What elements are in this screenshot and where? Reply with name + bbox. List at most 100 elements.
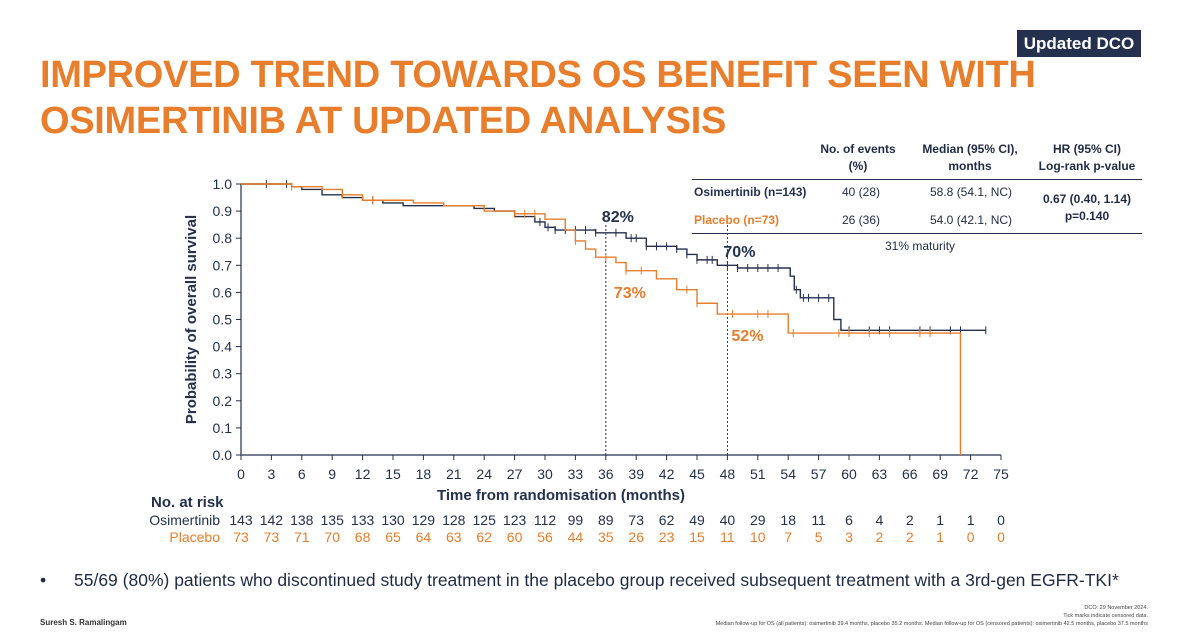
osimertinib-36-month-label: 82%	[602, 209, 634, 226]
x-tick-label: 42	[659, 466, 675, 482]
x-tick-label: 18	[416, 466, 432, 482]
maturity-note: 31% maturity	[885, 239, 956, 253]
y-tick-label: 0.9	[213, 203, 233, 219]
placebo-48-month-label: 52%	[731, 328, 763, 345]
at-risk-placebo-value: 3	[845, 529, 853, 545]
x-tick-label: 48	[720, 466, 736, 482]
x-tick-label: 75	[993, 466, 1009, 482]
at-risk-title: No. at risk	[151, 494, 224, 511]
y-tick-label: 0.2	[213, 393, 233, 409]
stats-median-placebo: 54.0 (42.1, NC)	[930, 213, 1013, 227]
footnote-bullet: • 55/69 (80%) patients who discontinued s…	[40, 570, 1119, 591]
at-risk-placebo-value: 15	[689, 529, 705, 545]
at-risk-placebo-value: 73	[264, 529, 280, 545]
x-tick-label: 51	[750, 466, 766, 482]
x-tick-label: 63	[872, 466, 888, 482]
at-risk-osimertinib-value: 135	[321, 512, 345, 528]
at-risk-placebo-value: 63	[446, 529, 462, 545]
events-header-line-2: (%)	[848, 159, 868, 173]
footnote-follow-up: Median follow-up for OS (all patients): …	[715, 621, 1148, 627]
x-tick-label: 60	[841, 466, 857, 482]
at-risk-osimertinib-value: 73	[628, 512, 644, 528]
p-value: p=0.140	[1064, 209, 1110, 223]
at-risk-placebo-value: 68	[355, 529, 371, 545]
median-header-line-2: months	[948, 159, 992, 173]
at-risk-osimertinib-value: 1	[936, 512, 944, 528]
at-risk-placebo-value: 62	[476, 529, 492, 545]
chart-curves	[241, 180, 987, 455]
stats-row-placebo: Placebo (n=73) 26 (36) 54.0 (42.1, NC)	[692, 213, 1142, 233]
at-risk-placebo-value: 2	[876, 529, 884, 545]
at-risk-placebo-value: 65	[385, 529, 401, 545]
x-tick-label: 12	[355, 466, 371, 482]
footnote-tick-marks: Tick marks indicate censored data.	[1063, 613, 1148, 619]
median-header-line-1: Median (95% CI),	[922, 142, 1018, 156]
x-tick-label: 6	[298, 466, 306, 482]
at-risk-placebo-value: 23	[659, 529, 675, 545]
y-tick-label: 0.8	[213, 230, 233, 246]
x-tick-label: 66	[902, 466, 918, 482]
stats-events-placebo: 26 (36)	[842, 213, 881, 227]
footnotes: DCO: 29 November 2024. Tick marks indica…	[716, 604, 1148, 628]
at-risk-placebo-value: 5	[815, 529, 823, 545]
chart-axes: 0 3 6 9 12 15 18 21 24 27 30 33 36 39 42 45 48 51 54 57 60 63…	[183, 176, 1009, 504]
at-risk-osimertinib-value: 62	[659, 512, 675, 528]
at-risk-osimertinib-value: 1	[967, 512, 975, 528]
x-tick-label: 69	[932, 466, 948, 482]
at-risk-osimertinib-value: 49	[689, 512, 705, 528]
at-risk-osimertinib-value: 138	[290, 512, 314, 528]
events-header-line-1: No. of events	[820, 142, 896, 156]
y-tick-label: 0.4	[213, 339, 233, 355]
hr-header: HR (95% CI) Log-rank p-value	[1028, 141, 1146, 175]
x-tick-label: 36	[598, 466, 614, 482]
hr-header-line-1: HR (95% CI)	[1052, 142, 1121, 156]
at-risk-osimertinib-value: 2	[906, 512, 914, 528]
at-risk-osimertinib-value: 133	[351, 512, 375, 528]
x-axis-title: Time from randomisation (months)	[437, 487, 685, 504]
x-tick-label: 39	[628, 466, 644, 482]
y-tick-label: 1.0	[213, 176, 233, 192]
x-tick-label: 24	[476, 466, 492, 482]
median-header: Median (95% CI), months	[910, 141, 1030, 175]
at-risk-osimertinib-value: 129	[412, 512, 436, 528]
at-risk-osimertinib-value: 142	[260, 512, 284, 528]
stats-table-top-rule	[692, 179, 1142, 180]
at-risk-osimertinib-value: 0	[997, 512, 1005, 528]
at-risk-placebo-value: 64	[416, 529, 432, 545]
at-risk-placebo-value: 44	[568, 529, 584, 545]
at-risk-placebo-value: 70	[324, 529, 340, 545]
at-risk-placebo-value: 60	[507, 529, 523, 545]
slide-title: IMPROVED TREND TOWARDS OS BENEFIT SEEN W…	[40, 52, 1036, 144]
hr-header-line-2: Log-rank p-value	[1038, 159, 1136, 173]
y-axis-title: Probability of overall survival	[183, 215, 200, 424]
at-risk-osimertinib-value: 18	[780, 512, 796, 528]
y-tick-label: 0.5	[213, 312, 233, 328]
at-risk-osimertinib-value: 143	[229, 512, 253, 528]
at-risk-placebo-value: 73	[233, 529, 249, 545]
x-tick-label: 9	[328, 466, 336, 482]
stats-arm-placebo: Placebo (n=73)	[694, 213, 780, 227]
at-risk-osimertinib-value: 4	[876, 512, 884, 528]
updated-dco-badge: Updated DCO	[1017, 30, 1141, 57]
stats-row-osimertinib: Osimertinib (n=143) 40 (28) 58.8 (54.1, …	[692, 185, 1142, 205]
at-risk-osimertinib-value: 40	[720, 512, 736, 528]
y-tick-label: 0.1	[213, 420, 233, 436]
y-tick-label: 0.7	[213, 257, 233, 273]
x-tick-label: 30	[537, 466, 553, 482]
title-line-2: OSIMERTINIB AT UPDATED ANALYSIS	[40, 100, 727, 142]
chart-labels: 82% 73% 70% 52%	[602, 209, 764, 345]
stats-median-osimertinib: 58.8 (54.1, NC)	[930, 185, 1013, 199]
at-risk-osimertinib-value: 99	[568, 512, 584, 528]
stats-events-osimertinib: 40 (28)	[842, 185, 881, 199]
footnote-dco: DCO: 29 November 2024.	[1084, 605, 1148, 611]
at-risk-placebo-value: 7	[784, 529, 792, 545]
y-tick-label: 0.6	[213, 284, 233, 300]
at-risk-placebo-value: 11	[720, 529, 735, 545]
placebo-36-month-label: 73%	[614, 285, 646, 302]
hr-value: 0.67 (0.40, 1.14)	[1042, 192, 1132, 206]
placebo-km-curve	[241, 183, 962, 455]
at-risk-placebo-value: 0	[967, 529, 975, 545]
y-tick-label: 0.3	[213, 366, 233, 382]
